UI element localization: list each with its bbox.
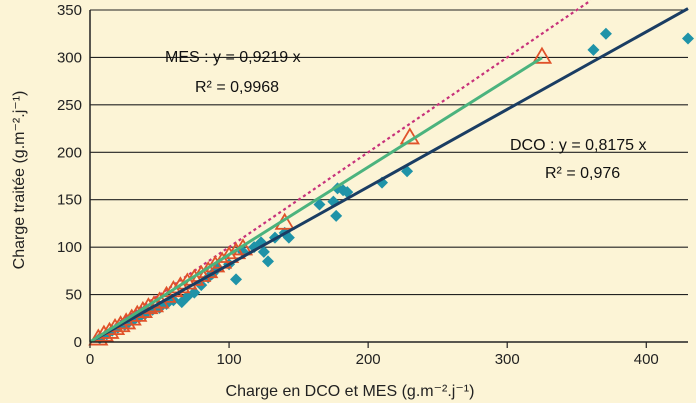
dco-point [282, 231, 295, 244]
dco-equation-label: DCO : y = 0,8175 x [510, 137, 647, 154]
data-points [88, 27, 694, 346]
dco-point [587, 43, 600, 56]
y-tick-label: 250 [57, 97, 82, 114]
x-tick-label: 0 [86, 351, 94, 368]
y-tick-label: 300 [57, 49, 82, 66]
dco-point [599, 27, 612, 40]
axes: 0 50 100 150 200 250 300 350 0 100 200 300 400 [57, 2, 688, 368]
y-tick-label: 0 [74, 334, 82, 351]
dco-point [313, 198, 326, 211]
dco-point [188, 286, 201, 299]
x-tick-label: 200 [356, 351, 381, 368]
reference-line [89, 0, 592, 343]
dco-point [682, 32, 694, 45]
y-tick-label: 200 [57, 144, 82, 161]
mes-point [156, 285, 177, 303]
mes-point [531, 46, 553, 64]
y-axis-title: Charge traitée (g.m⁻².j⁻¹) [11, 91, 28, 270]
dco-point [230, 273, 243, 286]
mes-point [225, 242, 247, 260]
mes-fit-line [89, 56, 543, 344]
dco-r2-label: R² = 0,976 [545, 165, 620, 182]
x-tick-label: 100 [217, 351, 242, 368]
dco-point [330, 209, 343, 222]
x-axis-title: Charge en DCO et MES (g.m⁻².j⁻¹) [226, 383, 475, 400]
reference-line-group [89, 0, 592, 343]
mes-r2-label: R² = 0,9968 [195, 79, 279, 96]
mes-equation-label: MES : y = 0,9219 x [165, 49, 301, 66]
y-tick-label: 50 [65, 287, 82, 304]
dco-point [257, 245, 270, 258]
y-tick-label: 100 [57, 239, 82, 256]
dco-point [341, 186, 354, 199]
dco-point [262, 255, 275, 268]
x-tick-label: 400 [634, 351, 659, 368]
mes-point [399, 127, 420, 145]
x-tick-label: 300 [495, 351, 520, 368]
y-tick-label: 150 [57, 192, 82, 209]
y-tick-label: 350 [57, 2, 82, 19]
trend-lines [89, 7, 689, 344]
dco-fit-line [89, 7, 689, 344]
